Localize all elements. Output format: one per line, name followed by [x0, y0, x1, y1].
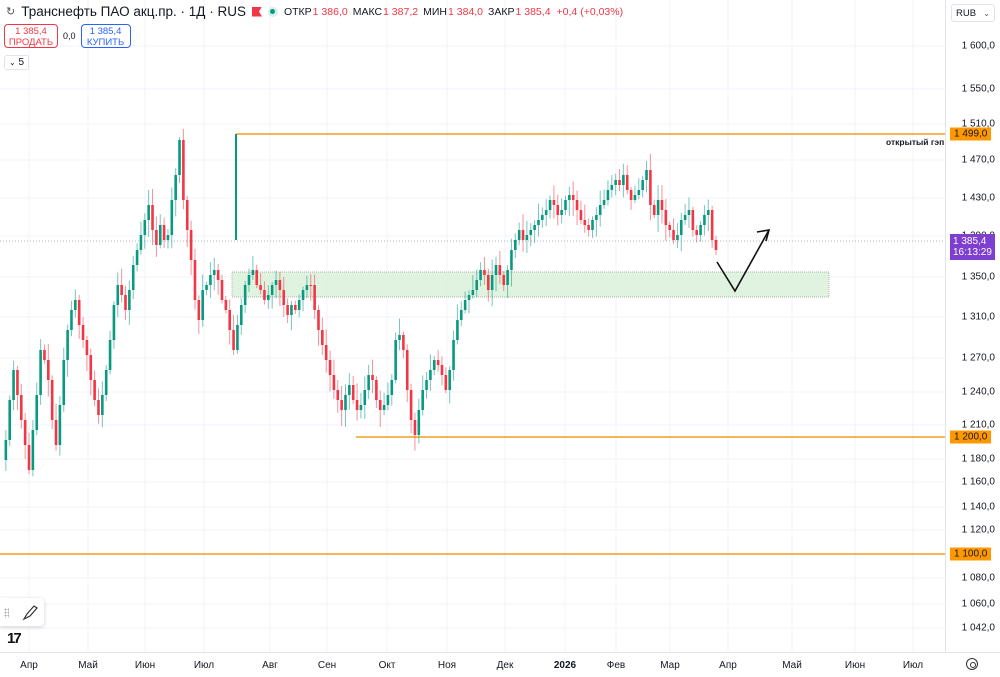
brush-icon[interactable]	[20, 602, 40, 622]
tradingview-logo[interactable]: 17	[7, 630, 22, 647]
price-tick-label: 1 180,0	[961, 453, 995, 465]
buy-button[interactable]: 1 385,4 КУПИТЬ	[80, 24, 131, 48]
price-tick-label: 1 310,0	[961, 311, 995, 323]
price-tick-label: 1 060,0	[961, 598, 995, 610]
chart-header: ↻ Транснефть ПАО акц.пр. · 1Д · RUS ОТКР…	[6, 4, 623, 19]
market-status-icon	[267, 6, 278, 17]
price-tick-label: 1 240,0	[961, 386, 995, 398]
trade-buttons: 1 385,4 ПРОДАТЬ 0,0 1 385,4 КУПИТЬ	[4, 24, 131, 48]
price-tick-label: 1 080,0	[961, 572, 995, 584]
ohlc-high: МАКС1 387,2	[352, 5, 419, 18]
gap-level-tag: 1 499,0	[950, 127, 992, 141]
chevron-down-icon: ⌄	[9, 58, 16, 67]
time-tick-label: Июн	[844, 660, 866, 671]
time-tick-label: Авг	[262, 660, 278, 671]
currency-select[interactable]: RUB ⌄	[951, 4, 995, 22]
drawing-toolbar	[0, 598, 44, 626]
time-tick-label: Апр	[719, 660, 737, 671]
price-tick-label: 1 510,0	[961, 118, 995, 130]
time-tick-label: Мар	[660, 660, 680, 671]
settings-icon[interactable]	[966, 658, 978, 670]
drag-handle-icon[interactable]	[4, 608, 9, 618]
price-tick-label: 1 120,0	[961, 524, 995, 536]
flag-icon[interactable]	[251, 6, 262, 17]
ohlc-values: ОТКР1 386,0 МАКС1 387,2 МИН1 384,0 ЗАКР1…	[284, 6, 623, 18]
time-tick-label: Фев	[606, 660, 626, 671]
time-tick-label: Дек	[496, 660, 514, 671]
time-tick-label: Апр	[20, 660, 38, 671]
low-level-tag: 1 100,0	[950, 547, 992, 561]
price-axis[interactable]: RUB ⌄ 1 600,0 1 550,0 1 510,0 1 470,0 1 430,0…	[945, 0, 1000, 652]
chart-plot-area[interactable]	[0, 0, 945, 652]
price-tick-label: 1 550,0	[961, 83, 995, 95]
time-tick-label: Июн	[134, 660, 156, 671]
gap-annotation-label: открытый гэп	[886, 137, 945, 147]
price-tick-label: 1 210,0	[961, 419, 995, 431]
symbol-title[interactable]: Транснефть ПАО акц.пр. · 1Д · RUS	[21, 4, 246, 19]
price-tick-label: 1 470,0	[961, 154, 995, 166]
price-tick-label: 1 350,0	[961, 271, 995, 283]
ohlc-change: +0,4 (+0,03%)	[556, 5, 624, 18]
ohlc-low: МИН1 384,0	[423, 5, 484, 18]
sell-button[interactable]: 1 385,4 ПРОДАТЬ	[4, 24, 58, 48]
price-tick-label: 1 140,0	[961, 501, 995, 513]
time-axis[interactable]: Апр Май Июн Июл Авг Сен Окт Ноя Дек 2026 Фев Мар Апр…	[0, 652, 1000, 677]
chevron-down-icon: ⌄	[983, 9, 990, 18]
time-tick-label: Июл	[193, 660, 215, 671]
indicators-collapse-button[interactable]: ⌄ 5	[4, 55, 30, 70]
price-tick-label: 1 600,0	[961, 40, 995, 52]
time-tick-label: 2026	[553, 660, 577, 671]
ohlc-open: ОТКР1 386,0	[283, 5, 348, 18]
support-level-tag: 1 200,0	[950, 430, 992, 444]
time-tick-label: Сен	[317, 660, 337, 671]
time-tick-label: Май	[782, 660, 802, 671]
price-tick-label: 1 042,0	[961, 622, 995, 634]
symbol-logo-icon[interactable]: ↻	[6, 6, 16, 18]
price-tick-label: 1 430,0	[961, 192, 995, 204]
price-tick-label: 1 270,0	[961, 352, 995, 364]
last-price-tag: 1 385,4 16:13:29	[950, 234, 995, 260]
time-tick-label: Ноя	[437, 660, 457, 671]
time-tick-label: Май	[78, 660, 98, 671]
candlestick-chart[interactable]	[0, 0, 945, 652]
ohlc-close: ЗАКР1 385,4	[488, 5, 551, 18]
price-tick-label: 1 160,0	[961, 476, 995, 488]
time-tick-label: Июл	[902, 660, 924, 671]
spread-value: 0,0	[63, 31, 76, 41]
time-tick-label: Окт	[378, 660, 396, 671]
